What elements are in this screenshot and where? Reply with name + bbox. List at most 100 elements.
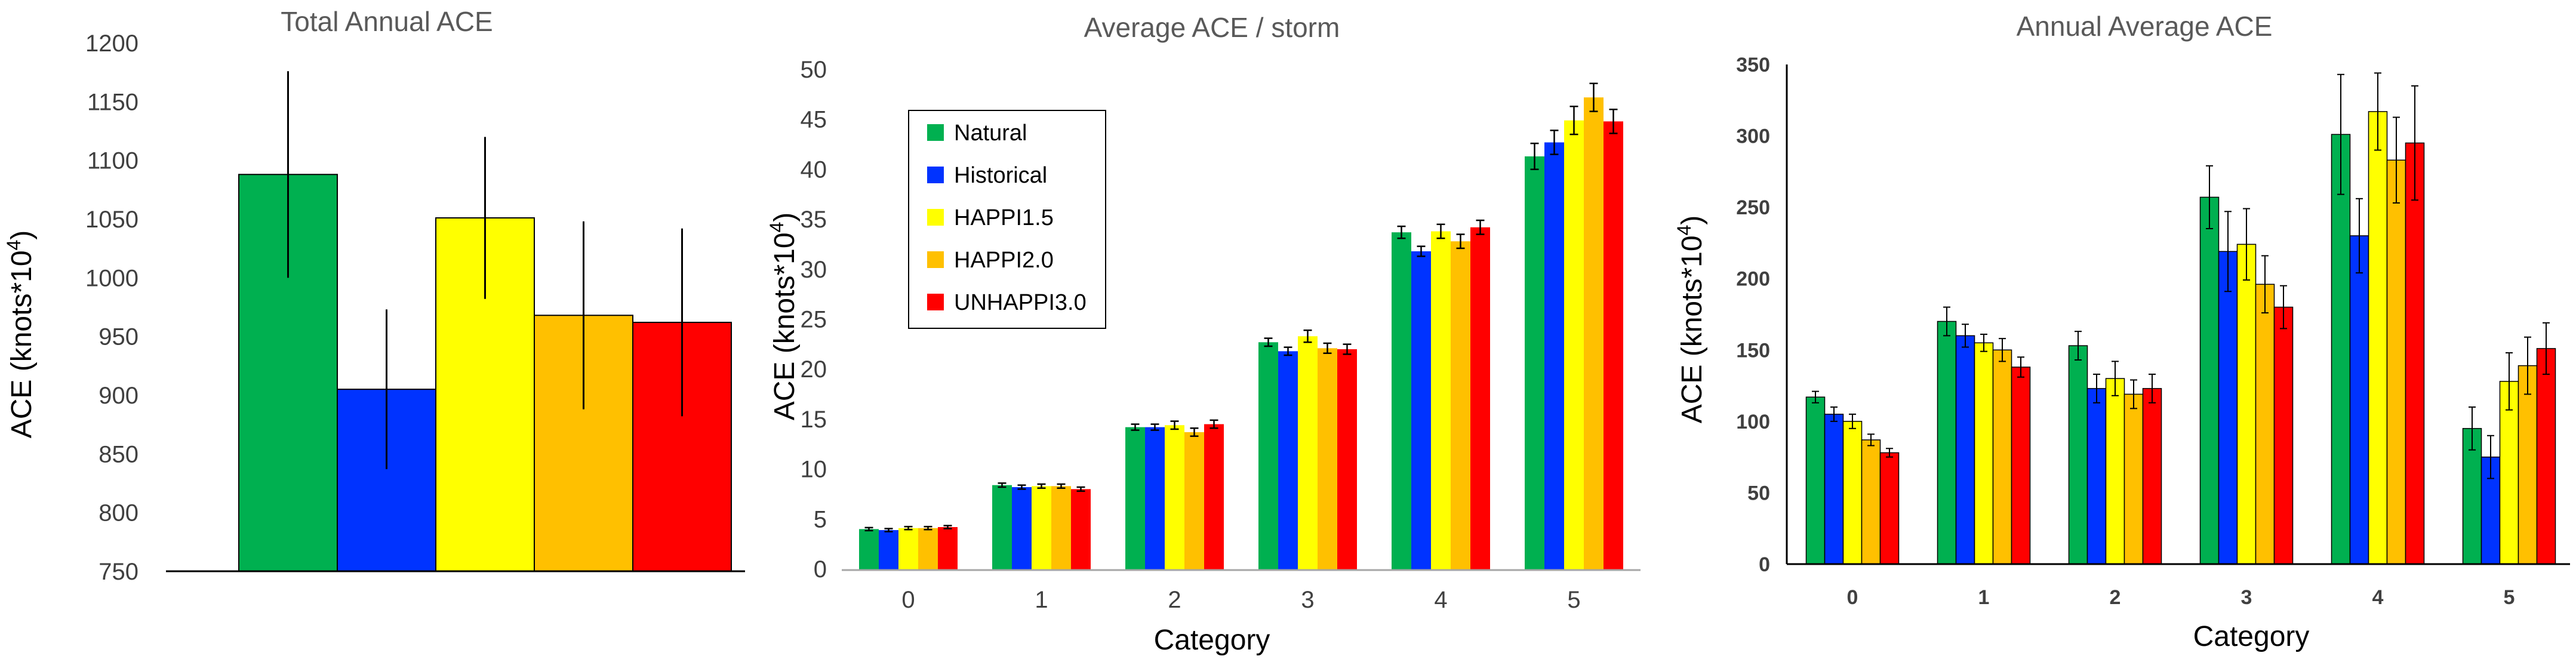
- bar-historical-cat2: [2086, 388, 2107, 565]
- legend-swatch-happi2.0: [927, 251, 944, 268]
- average-ace-per-storm-chart: Average ACE / storm ACE (knots*104) Cate…: [766, 12, 1641, 656]
- y-tick-label: 300: [1736, 125, 1770, 148]
- legend-label: HAPPI1.5: [954, 205, 1054, 230]
- bar-natural-cat0: [1805, 396, 1826, 565]
- y-tick-label: 150: [1736, 339, 1770, 362]
- bar-happi2.0-cat5: [1584, 97, 1604, 570]
- bar-unhappi3.0-cat2: [1204, 424, 1224, 570]
- y-tick-label: 1000: [85, 265, 139, 291]
- bar-happi1.5-cat5: [1564, 120, 1584, 570]
- y-tick-label: 50: [801, 57, 827, 83]
- legend-label: UNHAPPI3.0: [954, 290, 1087, 315]
- legend-label: HAPPI2.0: [954, 248, 1054, 273]
- y-tick-label: 850: [99, 441, 139, 467]
- bar-historical-cat4: [2349, 235, 2369, 565]
- x-tick-label: 1: [1035, 587, 1048, 613]
- bar-happi2.0-cat4: [1451, 241, 1470, 570]
- bar-happi1.5-cat4: [2368, 111, 2388, 565]
- bar-happi2.0-cat0: [1861, 439, 1881, 565]
- y-tick-label: 30: [801, 257, 827, 283]
- bar-happi2.0-cat5: [2517, 365, 2538, 565]
- bar-happi1.5-cat3: [1298, 336, 1318, 570]
- legend-swatch-happi1.5: [927, 209, 944, 226]
- bar-unhappi3.0-cat3: [2273, 306, 2294, 565]
- bar-unhappi3.0-cat0: [1879, 452, 1900, 565]
- bar-natural-cat5: [1525, 156, 1544, 570]
- legend-swatch-historical: [927, 167, 944, 183]
- bar-historical-cat2: [1145, 427, 1165, 570]
- x-tick-label: 0: [901, 587, 915, 613]
- x-tick-label: 2: [1168, 587, 1181, 613]
- legend-swatch-unhappi3.0: [927, 294, 944, 310]
- x-tick-label: 5: [1567, 587, 1580, 613]
- bar-happi2.0-cat3: [1318, 348, 1337, 570]
- y-tick-label: 0: [814, 556, 827, 583]
- y-axis-label: ACE (knots*104): [3, 230, 38, 439]
- bar-natural-cat2: [2068, 345, 2088, 565]
- bar-unhappi3.0-cat1: [2011, 367, 2031, 565]
- y-tick-label: 15: [801, 407, 827, 433]
- y-tick-label: 200: [1736, 268, 1770, 291]
- bar-natural-cat4: [1392, 232, 1411, 570]
- bar-natural-cat4: [2331, 134, 2351, 565]
- bar-historical-cat5: [1544, 142, 1564, 570]
- x-tick-label: 4: [1434, 587, 1447, 613]
- legend-swatch-natural: [927, 124, 944, 141]
- bar-natural-cat0: [859, 529, 879, 570]
- bar-unhappi3.0-cat0: [938, 527, 958, 570]
- y-axis-label: ACE (knots*104): [1673, 215, 1708, 424]
- x-tick-label: 2: [2110, 586, 2121, 609]
- y-tick-label: 950: [99, 324, 139, 350]
- bar-natural-cat1: [1937, 321, 1957, 565]
- y-tick-label: 1050: [85, 207, 139, 233]
- y-axis-label: ACE (knots*104): [766, 213, 801, 421]
- bar-happi1.5-cat2: [2105, 378, 2125, 565]
- x-tick-label: 4: [2372, 586, 2384, 609]
- legend-label: Natural: [954, 121, 1027, 146]
- x-tick-label: 5: [2504, 586, 2515, 609]
- bar-happi1.5-cat0: [898, 528, 918, 570]
- bar-happi1.5-cat3: [2236, 244, 2257, 565]
- annual-average-ace-chart: Annual Average ACE ACE (knots*104) Categ…: [1673, 11, 2570, 652]
- y-tick-label: 1150: [87, 89, 139, 115]
- bar-happi1.5-cat2: [1165, 425, 1184, 570]
- y-tick-label: 45: [801, 107, 827, 133]
- x-tick-label: 0: [1847, 586, 1858, 609]
- bar-unhappi3.0-cat5: [1604, 121, 1623, 570]
- bar-unhappi3.0-cat4: [1470, 227, 1490, 570]
- y-tick-label: 800: [99, 500, 139, 526]
- y-tick-label: 35: [801, 207, 827, 233]
- bar-happi2.0-cat2: [2123, 393, 2144, 565]
- y-tick-label: 1200: [85, 30, 139, 57]
- bar-historical-cat1: [1955, 335, 1975, 565]
- bar-historical-cat0: [1824, 414, 1844, 565]
- bar-natural-cat3: [2199, 196, 2220, 565]
- bar-natural-cat1: [992, 485, 1012, 570]
- y-tick-label: 900: [99, 383, 139, 409]
- legend-label: Historical: [954, 163, 1047, 188]
- x-axis-label: Category: [1154, 624, 1270, 656]
- bar-happi1.5-cat4: [1431, 231, 1451, 570]
- chart-title: Total Annual ACE: [281, 6, 493, 37]
- bar-unhappi3.0-cat5: [2536, 348, 2556, 565]
- total-annual-ace-chart: Total Annual ACE ACE (knots*104) 750 800 8…: [3, 6, 745, 585]
- bar-natural-cat3: [1258, 342, 1278, 570]
- y-tick-label: 350: [1736, 54, 1770, 76]
- y-tick-label: 40: [801, 156, 827, 183]
- y-tick-label: 50: [1747, 482, 1770, 504]
- bar-happi2.0-cat4: [2386, 159, 2406, 565]
- y-tick-label: 750: [99, 559, 139, 585]
- y-tick-label: 5: [814, 506, 827, 532]
- y-tick-label: 100: [1736, 411, 1770, 433]
- bar-unhappi3.0-cat3: [1337, 349, 1357, 570]
- y-tick-label: 20: [801, 356, 827, 383]
- bar-natural-cat2: [1125, 427, 1145, 570]
- x-tick-label: 3: [2241, 586, 2252, 609]
- bar-unhappi3.0-cat4: [2405, 142, 2425, 565]
- x-tick-label: 3: [1301, 587, 1314, 613]
- x-axis-label: Category: [2193, 621, 2310, 652]
- bar-happi1.5-cat1: [1974, 342, 1994, 565]
- bar-unhappi3.0-cat1: [1071, 489, 1091, 570]
- bar-natural-cat5: [2462, 428, 2482, 565]
